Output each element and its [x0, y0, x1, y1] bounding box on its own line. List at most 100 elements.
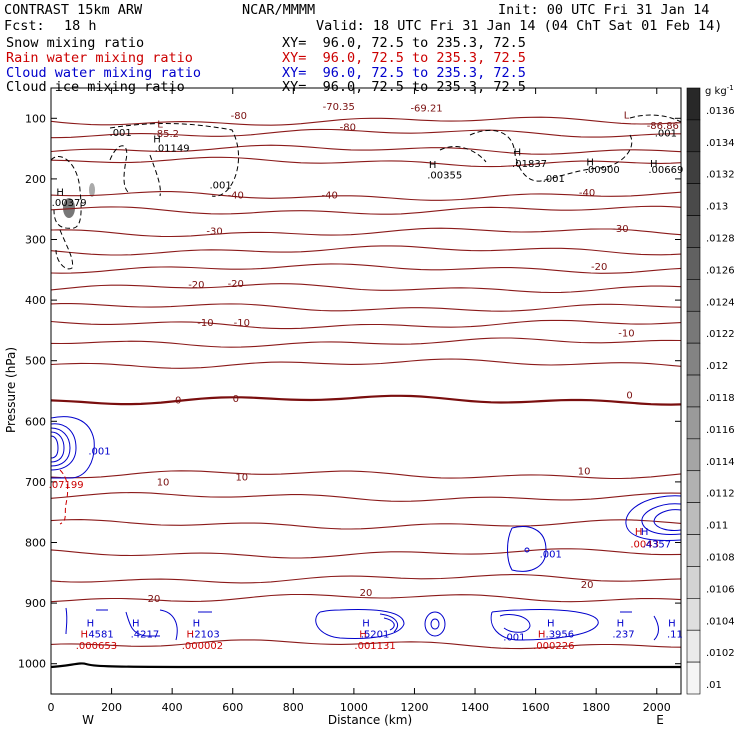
cloud-water-west-inner-3	[51, 431, 65, 463]
contour-label-67: H	[538, 630, 546, 641]
contour-label-68: .3956	[546, 630, 575, 641]
temperature-contour-0	[51, 116, 681, 126]
y-tick-label-6: 700	[25, 476, 46, 489]
contour-label-37: .01837	[512, 159, 547, 170]
contour-label-35: .00355	[427, 170, 462, 181]
valid-time: Valid: 18 UTC Fri 31 Jan 14 (04 ChT Sat …	[316, 18, 723, 34]
temperature-contour-18	[51, 548, 681, 559]
ice-contour-6	[439, 146, 487, 163]
colorbar-tick-2: .0132	[706, 170, 735, 181]
cloud-ice-contours	[51, 114, 681, 270]
legend-xy-cloud-water: XY= 96.0, 72.5 to 235.3, 72.5	[282, 65, 526, 81]
contour-label-33: .00379	[52, 198, 87, 209]
contour-label-53: H	[81, 630, 89, 641]
cloud-water-low-14	[653, 615, 659, 641]
temperature-contour-17	[51, 519, 681, 530]
temperature-contour-14	[51, 394, 681, 406]
colorbar-tick-17: .0102	[706, 648, 735, 659]
colorbar-swatch-12	[686, 470, 701, 503]
x-tick-label-0: 0	[48, 701, 55, 714]
legend-label-cloud-ice: Cloud ice mixing ratio	[6, 79, 185, 95]
temperature-contour-6	[51, 227, 681, 238]
contour-label-45: .07199	[49, 480, 84, 491]
colorbar-tick-4: .0128	[706, 234, 735, 245]
cloud-water-low-4	[159, 609, 178, 641]
temperature-contour-1	[51, 128, 681, 139]
contour-label-66: .001	[503, 633, 525, 644]
contour-label-49: .4357	[642, 539, 671, 550]
cloud-water-mid	[507, 526, 547, 572]
colorbar-tick-11: .0114	[706, 457, 735, 468]
colorbar-tick-1: .0134	[706, 138, 735, 149]
legend-xy-rain: XY= 96.0, 72.5 to 235.3, 72.5	[282, 50, 526, 66]
contour-label-46: H	[635, 527, 643, 538]
temperature-contour-20	[51, 593, 681, 603]
fcst-label: Fcst:	[4, 18, 45, 34]
contour-label-51: H	[87, 619, 95, 630]
legend-xy-snow: XY= 96.0, 72.5 to 235.3, 72.5	[282, 35, 526, 51]
temperature-contour-11	[51, 319, 681, 330]
ice-contour-4	[109, 145, 129, 193]
colorbar-tick-5: .0126	[706, 265, 735, 276]
cloud-water-low-6	[315, 609, 405, 639]
x-tick-label-1: 200	[101, 701, 122, 714]
contour-label-9: -40	[321, 190, 337, 201]
contour-label-25: 20	[148, 594, 161, 605]
colorbar-swatch-14	[686, 534, 701, 567]
cloud-water-low-1	[65, 607, 68, 635]
contour-label-52: .4581	[85, 630, 114, 641]
contour-label-23: 10	[235, 473, 248, 484]
y-tick-label-1: 200	[25, 173, 46, 186]
x-tick-label-2: 400	[162, 701, 183, 714]
contour-label-50: .001	[540, 550, 562, 561]
snow-blob-2	[89, 183, 95, 197]
legend-xy-cloud-ice: XY= 96.0, 72.5 to 235.3, 72.5	[282, 79, 526, 95]
contour-label-70: H	[617, 619, 625, 630]
contour-label-32: H	[56, 187, 64, 198]
contour-label-6: L	[624, 110, 630, 121]
cloud-water-low-11	[490, 609, 599, 641]
colorbar-swatch-2	[686, 151, 701, 184]
init-time: Init: 00 UTC Fri 31 Jan 14	[498, 2, 710, 18]
cloud-water-low-9	[424, 611, 446, 637]
contour-label-30: .01149	[155, 144, 190, 155]
contour-label-5: L	[157, 119, 163, 130]
contour-label-47: H	[641, 527, 649, 538]
contour-label-69: .000226	[533, 641, 574, 652]
cloud-water-east-inner-2	[653, 509, 681, 531]
contour-label-44: .001	[88, 447, 110, 458]
contour-label-19: 0	[175, 396, 181, 407]
colorbar-tick-13: .011	[706, 521, 728, 532]
colorbar-tick-15: .0106	[706, 584, 735, 595]
y-tick-label-7: 800	[25, 537, 46, 550]
temperature-contour-4	[51, 191, 681, 201]
colorbar-tick-6: .0124	[706, 297, 735, 308]
contour-label-38: .001	[543, 174, 565, 185]
colorbar-tick-8: .012	[706, 361, 728, 372]
colorbar-swatch-1	[686, 119, 701, 153]
contour-label-71: .237	[612, 630, 634, 641]
x-end-label-west: W	[82, 713, 94, 727]
contour-label-60: .000002	[182, 641, 223, 652]
colorbar-tick-16: .0104	[706, 616, 735, 627]
ice-contour-7	[469, 129, 633, 182]
temperature-contour-7	[51, 245, 681, 256]
legend-label-snow: Snow mixing ratio	[6, 35, 145, 51]
colorbar-swatch-18	[686, 661, 701, 695]
contour-label-56: .4217	[131, 630, 160, 641]
contour-label-0: -80	[231, 111, 247, 122]
contour-label-13: -20	[188, 280, 204, 291]
contour-label-55: H	[132, 619, 140, 630]
contour-label-42: H	[650, 159, 658, 170]
y-tick-label-5: 600	[25, 415, 46, 428]
contour-label-62: H	[359, 630, 367, 641]
colorbar-tick-12: .0112	[706, 489, 735, 500]
contour-label-26: 20	[360, 588, 373, 599]
x-tick-label-3: 600	[222, 701, 243, 714]
contour-label-16: -10	[197, 318, 213, 329]
y-tick-label-0: 100	[25, 112, 46, 125]
x-tick-label-6: 1200	[400, 701, 428, 714]
contour-label-15: -20	[591, 262, 607, 273]
